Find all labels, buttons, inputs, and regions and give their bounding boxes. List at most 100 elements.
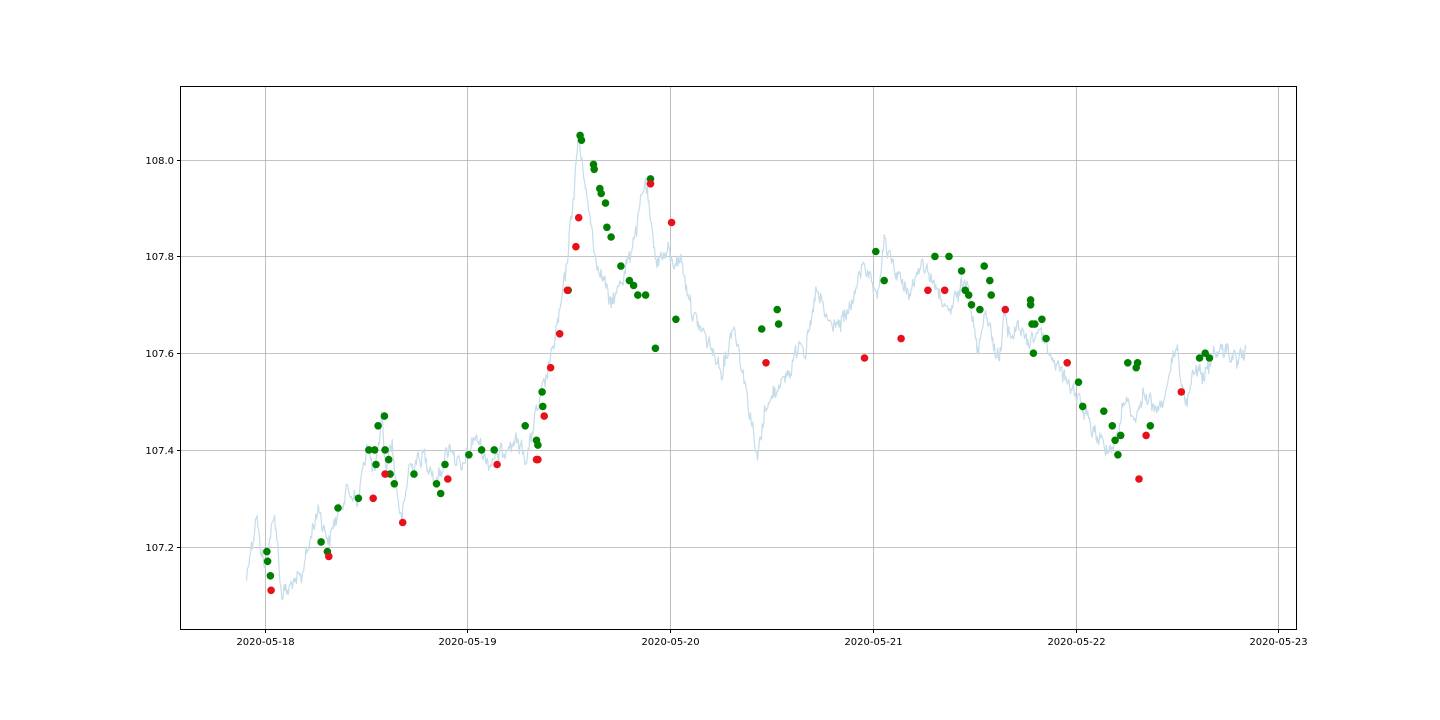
x-tick-label: 2020-05-18	[236, 637, 294, 648]
green-marker-point	[1074, 378, 1083, 387]
red-marker-point	[540, 412, 548, 420]
y-tick-label: 107.8	[145, 252, 174, 263]
red-marker-point	[563, 286, 572, 295]
green-marker-point	[334, 504, 342, 512]
green-marker-point	[1038, 315, 1046, 324]
green-marker-point	[521, 422, 529, 430]
green-marker-point	[384, 455, 393, 464]
green-marker-point	[370, 446, 379, 454]
green-marker-point	[1133, 359, 1142, 367]
green-marker-point	[1116, 431, 1125, 440]
price-series-line	[245, 132, 1247, 601]
green-marker-point	[490, 446, 499, 454]
green-marker-point	[672, 315, 680, 324]
green-marker-point	[380, 412, 389, 420]
red-marker-point	[924, 286, 932, 295]
green-marker-point	[410, 470, 418, 478]
green-marker-point	[651, 344, 660, 353]
green-marker-point	[317, 538, 325, 546]
red-marker-point	[267, 586, 275, 595]
green-marker-point	[880, 276, 888, 285]
green-marker-point	[577, 136, 586, 144]
green-marker-point	[976, 305, 984, 314]
red-marker-point	[381, 470, 389, 478]
green-marker-point	[1124, 359, 1132, 367]
red-marker-point	[1177, 388, 1186, 396]
plot-frame	[180, 86, 1297, 630]
green-marker-point	[263, 547, 271, 556]
red-marker-point	[572, 242, 580, 251]
red-marker-point	[1135, 475, 1143, 483]
red-marker-point	[1001, 305, 1010, 314]
x-tick-label: 2020-05-23	[1249, 637, 1307, 648]
red-marker-point	[1142, 431, 1150, 440]
red-marker-point	[762, 359, 770, 367]
x-axis: 2020-05-18 2020-05-19 2020-05-20 2020-05-21…	[236, 629, 1308, 648]
red-marker-point	[444, 475, 452, 483]
x-tick-label: 2020-05-20	[641, 637, 699, 648]
green-marker-point	[1031, 320, 1039, 328]
green-marker-point	[634, 291, 642, 299]
green-marker-point	[872, 247, 880, 256]
green-marker-point	[539, 402, 547, 411]
green-marker-point	[967, 301, 976, 309]
x-tick-label: 2020-05-22	[1047, 637, 1105, 648]
red-marker-point	[555, 330, 564, 338]
red-marker-point	[940, 286, 949, 295]
red-marker-point	[860, 354, 869, 362]
red-marker-point	[897, 334, 905, 343]
green-marker-point	[629, 281, 638, 290]
price-line-layer	[245, 132, 1247, 601]
green-marker-point	[1078, 402, 1087, 411]
red-marker-point	[1063, 359, 1071, 367]
green-marker-point	[1026, 301, 1035, 309]
green-marker-point	[1205, 354, 1214, 362]
green-marker-point	[374, 422, 382, 430]
green-marker-point	[436, 489, 445, 498]
red-marker-point	[646, 180, 655, 188]
green-marker-point	[1029, 349, 1038, 358]
x-tick-label: 2020-05-19	[438, 637, 496, 648]
red-marker-point	[493, 460, 501, 469]
green-marker-point	[597, 189, 605, 198]
y-tick-label: 107.6	[145, 349, 174, 360]
green-marker-point	[465, 451, 473, 459]
green-marker-point	[601, 199, 610, 207]
x-tick-label: 2020-05-21	[844, 637, 902, 648]
green-marker-point	[266, 572, 275, 580]
green-marker-point	[1111, 436, 1119, 445]
green-marker-point	[945, 252, 953, 261]
green-marker-point	[372, 460, 380, 469]
green-marker-point	[986, 276, 994, 285]
green-marker-point	[603, 223, 611, 232]
green-marker-point	[354, 494, 363, 503]
green-marker-point	[381, 446, 389, 454]
green-marker-point	[441, 460, 449, 469]
y-tick-label: 107.2	[145, 543, 174, 554]
green-marker-point	[477, 446, 486, 454]
green-marker-point	[538, 388, 546, 396]
red-marker-point	[325, 552, 333, 561]
green-marker-point	[390, 480, 399, 488]
green-marker-point	[964, 291, 973, 299]
green-marker-point	[931, 252, 939, 261]
green-marker-point	[1114, 451, 1122, 459]
red-marker-point	[534, 455, 542, 464]
red-marker-point	[546, 363, 555, 372]
y-tick-label: 107.4	[145, 446, 174, 457]
green-marker-point	[957, 267, 966, 275]
green-marker-point	[607, 233, 615, 241]
green-marker-point	[365, 446, 373, 454]
y-tick-label: 108.0	[145, 156, 174, 167]
green-marker-point	[617, 262, 625, 270]
red-markers-layer	[267, 180, 1186, 595]
red-marker-point	[574, 213, 583, 222]
green-marker-point	[590, 165, 598, 174]
green-marker-point	[641, 291, 650, 299]
green-marker-point	[987, 291, 995, 299]
red-marker-point	[369, 494, 378, 503]
green-marker-point	[1042, 334, 1050, 343]
green-marker-point	[263, 557, 272, 566]
green-marker-point	[1108, 422, 1117, 430]
